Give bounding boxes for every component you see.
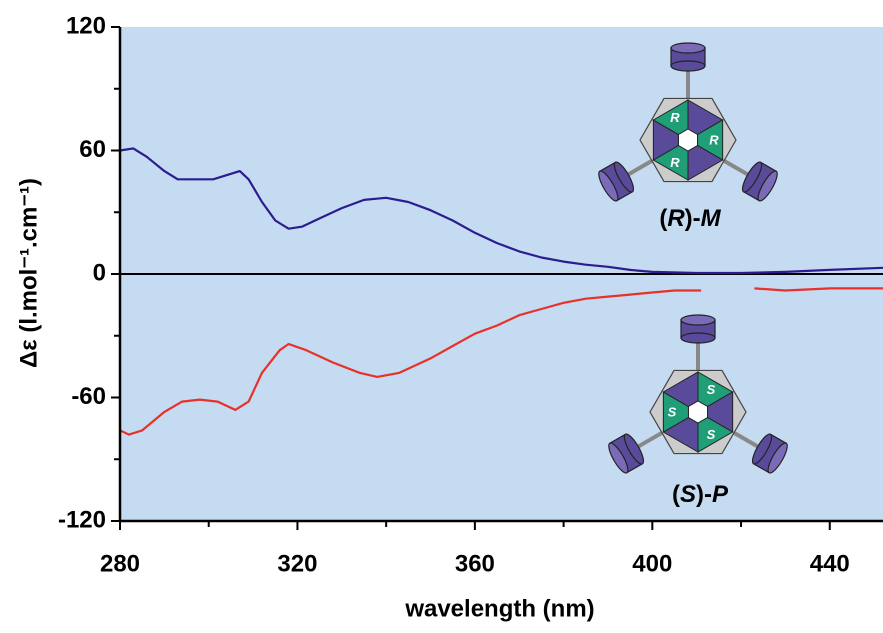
cap-bottom bbox=[670, 60, 706, 72]
molecule-cap bbox=[680, 314, 716, 344]
x-tick-label: 360 bbox=[455, 550, 495, 577]
cap-bottom bbox=[680, 332, 716, 344]
x-tick-label: 440 bbox=[810, 550, 850, 577]
cap-bottom bbox=[623, 433, 645, 465]
data-line bbox=[119, 287, 883, 436]
molecule-letter: R bbox=[670, 110, 680, 125]
annotation: (R)-M bbox=[659, 205, 721, 232]
molecule-letter: R bbox=[670, 155, 680, 170]
annotation-part: M bbox=[701, 205, 722, 232]
cap-top bbox=[757, 170, 778, 202]
molecule-cap bbox=[741, 161, 778, 202]
molecule-letter: S bbox=[668, 404, 677, 419]
annotation-part: P bbox=[712, 481, 729, 508]
annotation-part: S bbox=[680, 481, 696, 508]
molecule-letter: S bbox=[707, 382, 716, 397]
annotation: (S)-P bbox=[672, 481, 729, 508]
data-line bbox=[119, 147, 883, 275]
y-tick-label: 60 bbox=[79, 136, 106, 163]
cap-bottom bbox=[741, 161, 763, 193]
molecule-letter: S bbox=[707, 427, 716, 442]
molecule-cap bbox=[608, 433, 645, 474]
cap-bottom bbox=[613, 161, 635, 193]
molecule-cap bbox=[751, 433, 788, 474]
annotation-part: )- bbox=[696, 481, 712, 508]
cap-top bbox=[608, 442, 629, 474]
y-tick-label: 120 bbox=[66, 12, 106, 39]
x-tick-label: 400 bbox=[632, 550, 672, 577]
molecule-cap bbox=[670, 42, 706, 72]
molecule-icon: S S S bbox=[608, 314, 788, 474]
cap-top bbox=[598, 170, 619, 202]
cap-bottom bbox=[751, 433, 773, 465]
cap-top bbox=[767, 442, 788, 474]
x-axis-label: wavelength (nm) bbox=[404, 595, 594, 622]
y-tick-label: -60 bbox=[71, 383, 106, 410]
cap-top bbox=[680, 314, 716, 326]
annotation-part: ( bbox=[672, 481, 680, 508]
y-tick-label: -120 bbox=[58, 506, 106, 533]
annotation-part: ( bbox=[659, 205, 667, 232]
x-tick-label: 320 bbox=[277, 550, 317, 577]
molecule-letter: R bbox=[709, 132, 719, 147]
molecule-icon: R R R bbox=[598, 42, 778, 202]
annotation-part: R bbox=[667, 205, 685, 232]
y-tick-label: 0 bbox=[93, 259, 106, 286]
annotation-part: )- bbox=[685, 205, 701, 232]
y-axis-label: Δε (l.mol⁻¹.cm⁻¹) bbox=[15, 178, 42, 368]
x-tick-label: 280 bbox=[100, 550, 140, 577]
molecule-center bbox=[687, 400, 709, 424]
cap-top bbox=[670, 42, 706, 54]
molecule-cap bbox=[598, 161, 635, 202]
molecule-center bbox=[677, 128, 699, 152]
